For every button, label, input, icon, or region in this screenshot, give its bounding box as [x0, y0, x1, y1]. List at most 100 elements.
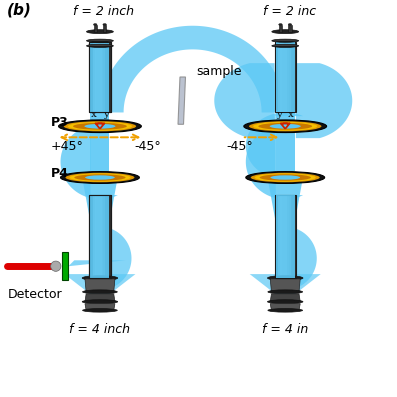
Polygon shape [292, 195, 294, 278]
Polygon shape [96, 42, 98, 112]
Ellipse shape [273, 40, 297, 41]
Polygon shape [285, 227, 317, 290]
Ellipse shape [82, 276, 118, 280]
Polygon shape [276, 42, 278, 112]
Polygon shape [107, 195, 109, 278]
Ellipse shape [60, 172, 139, 183]
Polygon shape [270, 294, 300, 302]
Polygon shape [105, 42, 107, 112]
Polygon shape [246, 112, 303, 179]
Ellipse shape [87, 44, 114, 47]
Ellipse shape [268, 300, 303, 304]
Polygon shape [103, 25, 106, 32]
Ellipse shape [273, 45, 297, 46]
Text: y: y [276, 110, 282, 119]
Polygon shape [102, 195, 104, 278]
Polygon shape [178, 77, 185, 124]
Polygon shape [275, 42, 276, 112]
Ellipse shape [103, 23, 106, 25]
Ellipse shape [288, 23, 292, 25]
Polygon shape [100, 26, 285, 112]
Polygon shape [85, 294, 115, 302]
Polygon shape [60, 124, 118, 199]
Polygon shape [91, 81, 110, 110]
Polygon shape [287, 195, 289, 278]
Polygon shape [93, 42, 94, 112]
Polygon shape [289, 195, 291, 278]
Text: P3: P3 [51, 116, 68, 129]
Polygon shape [287, 42, 289, 112]
Polygon shape [68, 260, 125, 266]
Ellipse shape [255, 173, 316, 181]
Ellipse shape [279, 23, 282, 25]
Polygon shape [62, 252, 68, 280]
Ellipse shape [270, 175, 300, 180]
Polygon shape [104, 42, 105, 112]
Polygon shape [279, 25, 282, 32]
Polygon shape [98, 42, 100, 112]
Ellipse shape [58, 120, 141, 133]
Ellipse shape [272, 39, 299, 42]
Polygon shape [268, 177, 303, 274]
Polygon shape [283, 195, 285, 278]
Polygon shape [291, 42, 292, 112]
Polygon shape [107, 42, 109, 112]
Ellipse shape [270, 124, 301, 129]
Polygon shape [64, 274, 135, 302]
Ellipse shape [74, 174, 125, 181]
Text: f = 4 inch: f = 4 inch [69, 323, 131, 336]
Polygon shape [100, 42, 102, 112]
Text: +45°: +45° [51, 140, 83, 153]
Ellipse shape [88, 45, 112, 46]
Polygon shape [91, 195, 110, 278]
Polygon shape [91, 195, 93, 278]
Ellipse shape [87, 30, 114, 34]
Polygon shape [94, 25, 97, 32]
Ellipse shape [83, 290, 117, 294]
Ellipse shape [246, 172, 325, 183]
Polygon shape [100, 195, 102, 278]
Polygon shape [294, 195, 296, 278]
Polygon shape [291, 195, 292, 278]
Polygon shape [270, 279, 300, 292]
Polygon shape [276, 42, 295, 112]
Text: P4: P4 [51, 167, 69, 180]
Ellipse shape [268, 276, 303, 280]
Polygon shape [109, 42, 111, 112]
Text: sample: sample [197, 65, 242, 77]
Polygon shape [282, 42, 283, 112]
Polygon shape [85, 279, 115, 292]
Ellipse shape [260, 174, 311, 181]
Ellipse shape [272, 44, 299, 47]
Polygon shape [276, 195, 295, 278]
Text: f = 2 inc: f = 2 inc [262, 6, 316, 18]
Polygon shape [278, 42, 280, 112]
Polygon shape [85, 304, 115, 310]
Ellipse shape [82, 300, 118, 304]
Polygon shape [283, 42, 285, 112]
Ellipse shape [85, 124, 116, 129]
Polygon shape [250, 274, 321, 302]
Polygon shape [93, 195, 94, 278]
Polygon shape [289, 42, 291, 112]
Text: f = 2 inch: f = 2 inch [73, 6, 135, 18]
Polygon shape [102, 42, 104, 112]
Polygon shape [91, 42, 110, 112]
Polygon shape [294, 42, 296, 112]
Ellipse shape [87, 39, 114, 42]
Polygon shape [105, 195, 107, 278]
Ellipse shape [251, 173, 320, 182]
Polygon shape [89, 42, 91, 112]
Ellipse shape [272, 30, 299, 34]
Ellipse shape [66, 173, 135, 182]
Polygon shape [275, 195, 276, 278]
Polygon shape [296, 63, 352, 138]
Ellipse shape [93, 23, 97, 25]
Ellipse shape [69, 173, 131, 181]
Ellipse shape [268, 290, 303, 294]
Polygon shape [270, 304, 300, 310]
Polygon shape [285, 195, 287, 278]
Polygon shape [246, 124, 303, 199]
Polygon shape [285, 42, 287, 112]
Ellipse shape [73, 123, 127, 130]
